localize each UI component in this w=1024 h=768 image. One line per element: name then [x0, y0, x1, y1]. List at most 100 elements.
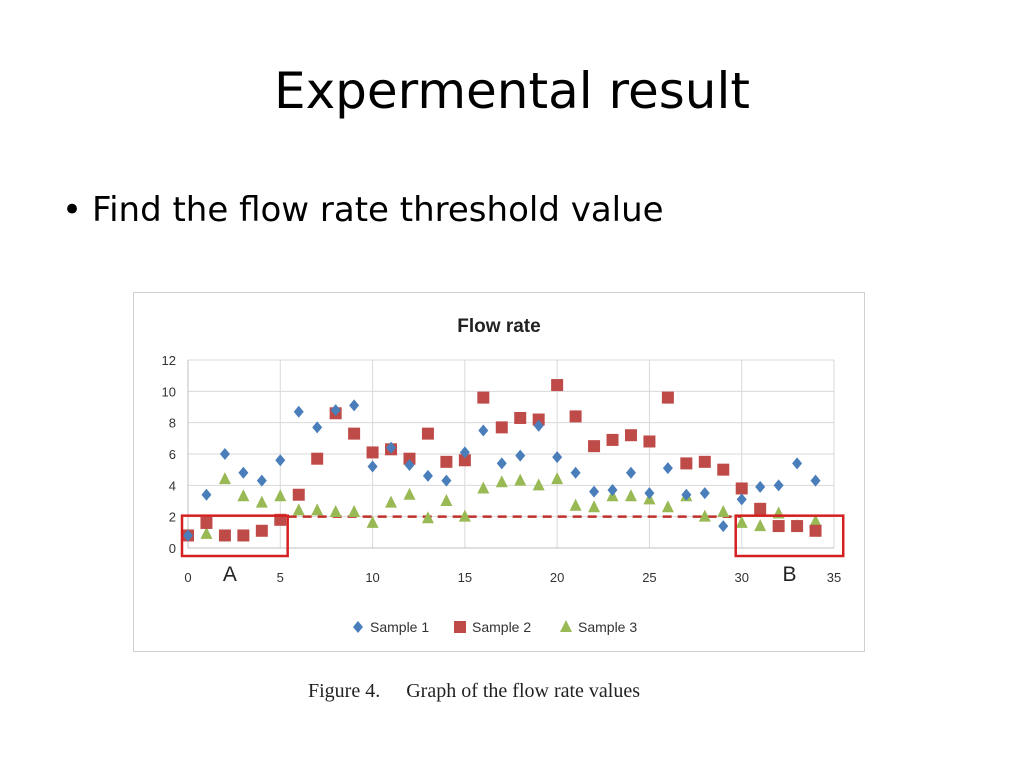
data-point-triangle: [754, 519, 767, 532]
data-point-square: [421, 427, 434, 440]
data-point-square: [588, 440, 601, 453]
x-tick-label: 15: [458, 570, 472, 585]
data-point-square: [532, 413, 545, 426]
data-point-triangle: [661, 500, 674, 513]
data-point-square: [809, 524, 822, 537]
region-box: [180, 514, 289, 558]
data-point-triangle: [366, 515, 379, 528]
x-tick-label: 20: [550, 570, 564, 585]
legend-label: Sample 2: [472, 619, 531, 635]
data-point-square: [440, 455, 453, 468]
data-point-square: [791, 520, 804, 533]
data-point-triangle: [440, 494, 453, 506]
x-tick-label: 35: [827, 570, 841, 585]
figure-caption: Figure 4. Graph of the flow rate values: [308, 680, 640, 703]
data-point-diamond: [681, 488, 692, 501]
data-point-square: [514, 411, 527, 424]
data-point-triangle: [348, 504, 361, 517]
data-point-triangle: [200, 526, 213, 539]
data-point-diamond: [293, 405, 304, 418]
legend-marker: [353, 621, 363, 633]
data-point-triangle: [588, 500, 601, 513]
data-point-diamond: [515, 449, 526, 462]
flow-rate-chart: Flow rate 0 2 4 6 8 10 12 0 5 10 15 20 25 30 35 A B Sam…: [162, 316, 845, 635]
data-point-square: [495, 421, 508, 434]
data-point-diamond: [238, 466, 249, 479]
data-point-diamond: [422, 469, 433, 482]
x-tick-label: 0: [184, 570, 191, 585]
data-point-square: [458, 454, 471, 467]
data-point-square: [735, 482, 748, 495]
data-point-diamond: [625, 466, 636, 479]
data-point-triangle: [292, 503, 305, 516]
data-point-diamond: [552, 451, 563, 464]
bullet-item: • Find the flow rate threshold value: [62, 190, 664, 230]
data-point-diamond: [404, 458, 415, 471]
region-label: B: [782, 563, 796, 586]
data-point-square: [643, 435, 656, 448]
region-label: A: [223, 563, 237, 586]
data-point-triangle: [403, 487, 416, 500]
data-point-square: [754, 502, 767, 515]
region-box: [734, 514, 845, 558]
y-tick-label: 12: [162, 353, 176, 368]
data-point-diamond: [219, 448, 230, 460]
legend-marker: [454, 621, 466, 633]
data-point-diamond: [718, 520, 729, 533]
data-point-diamond: [496, 457, 507, 470]
caption-text: Graph of the flow rate values: [406, 680, 641, 702]
data-point-diamond: [256, 474, 267, 487]
data-point-diamond: [699, 487, 710, 500]
x-tick-label: 30: [734, 570, 748, 585]
data-point-triangle: [477, 481, 490, 494]
x-tick-label: 5: [277, 570, 284, 585]
data-point-square: [292, 488, 305, 501]
data-point-square: [624, 429, 637, 442]
data-point-diamond: [570, 466, 581, 479]
data-point-triangle: [237, 489, 250, 502]
bullet-text: Find the flow rate threshold value: [92, 190, 664, 230]
data-point-square: [237, 529, 250, 542]
data-point-square: [200, 516, 213, 529]
data-point-diamond: [441, 474, 452, 487]
data-point-diamond: [607, 484, 618, 497]
data-point-diamond: [183, 529, 193, 542]
data-point-diamond: [275, 454, 286, 467]
data-point-square: [477, 391, 490, 404]
data-point-square: [403, 452, 416, 465]
data-point-diamond: [736, 493, 747, 506]
data-point-square: [255, 524, 268, 537]
data-point-diamond: [589, 485, 600, 498]
data-point-square: [717, 463, 730, 476]
data-point-square: [218, 529, 231, 542]
y-tick-label: 4: [169, 478, 176, 493]
chart-title: Flow rate: [457, 316, 540, 337]
data-point-square: [606, 433, 619, 446]
data-point-triangle: [329, 504, 342, 517]
data-point-diamond: [533, 419, 544, 432]
data-point-triangle: [218, 472, 231, 485]
legend-label: Sample 1: [370, 619, 429, 635]
data-point-triangle: [255, 495, 268, 508]
y-tick-label: 6: [169, 447, 176, 462]
data-point-square: [680, 457, 693, 470]
data-point-triangle: [551, 472, 564, 485]
data-point-square: [348, 427, 361, 440]
data-point-diamond: [330, 404, 341, 417]
data-point-triangle: [495, 475, 508, 488]
slide-title: Expermental result: [273, 62, 750, 120]
x-tick-label: 25: [642, 570, 656, 585]
data-point-diamond: [773, 479, 784, 492]
data-point-square: [698, 455, 711, 468]
data-point-triangle: [735, 515, 748, 528]
data-point-diamond: [792, 457, 803, 470]
data-point-triangle: [458, 509, 471, 522]
y-tick-label: 10: [162, 384, 176, 399]
data-point-triangle: [514, 473, 527, 486]
figure-frame: Flow rate 0 2 4 6 8 10 12 0 5 10 15 20 25 30 35 A B Sam…: [133, 292, 865, 652]
data-point-triangle: [421, 511, 434, 524]
data-point-square: [772, 520, 785, 533]
data-point-triangle: [311, 503, 324, 516]
caption-number: Figure 4.: [308, 680, 381, 702]
data-point-diamond: [644, 487, 655, 500]
